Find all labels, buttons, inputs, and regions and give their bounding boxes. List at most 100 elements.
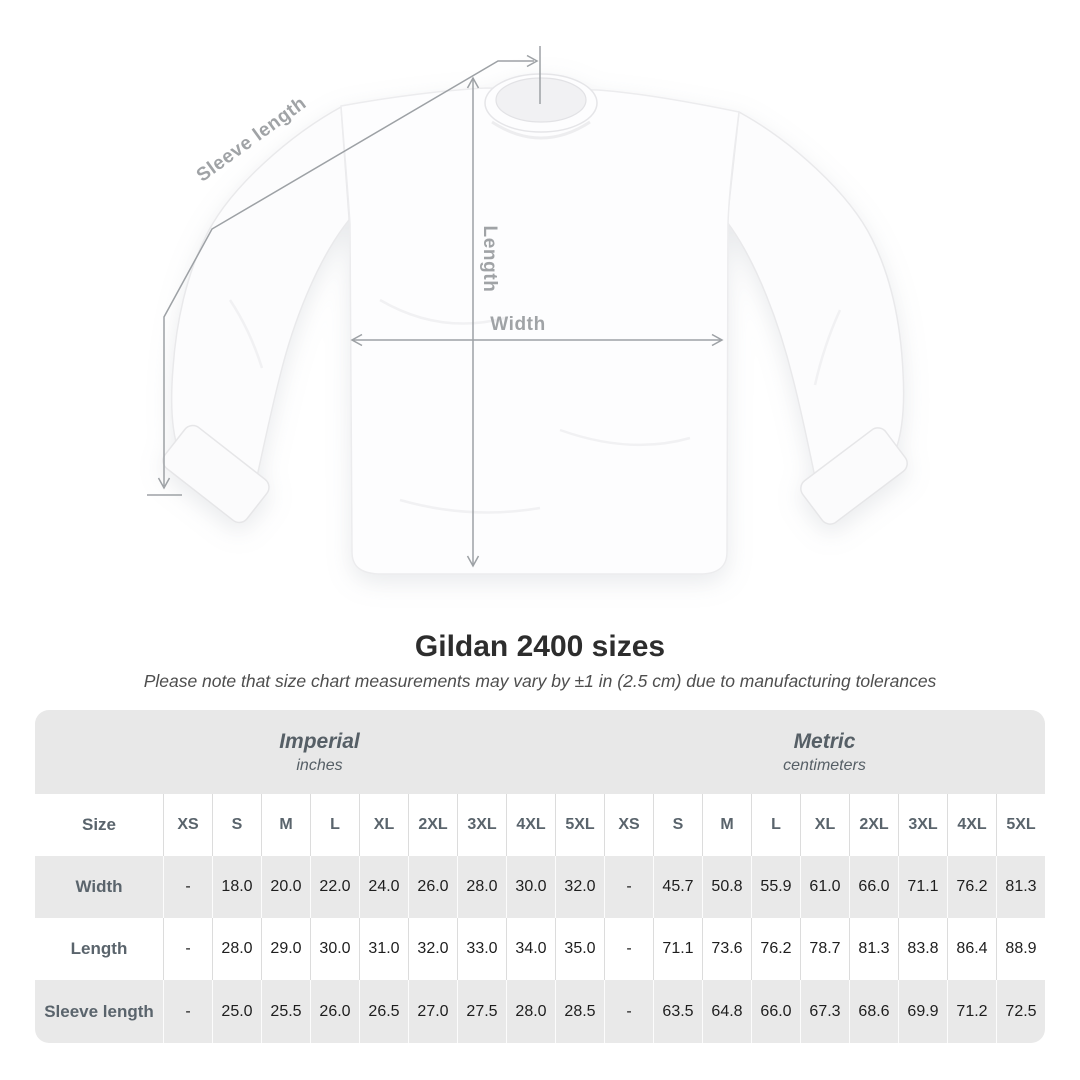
measurement-lines <box>147 46 724 568</box>
size-column-header: Size <box>81 815 117 834</box>
unit-header-row: Imperial inches Metric centimeters <box>35 710 1045 794</box>
sleeve-imperial-5xl: 28.5 <box>555 980 604 1043</box>
length-imperial-xs: - <box>163 918 212 980</box>
sleeve-metric-l: 66.0 <box>751 980 800 1043</box>
page-title: Gildan 2400 sizes <box>414 630 666 663</box>
length-imperial-5xl: 35.0 <box>555 918 604 980</box>
sleeve-metric-s: 63.5 <box>653 980 702 1043</box>
size-header-metric-s: S <box>653 794 702 856</box>
arrowhead-right-icon <box>526 54 539 68</box>
length-metric-3xl: 83.8 <box>898 918 947 980</box>
length-metric-m: 73.6 <box>702 918 751 980</box>
size-header-metric-3xl: 3XL <box>898 794 947 856</box>
size-header-metric-xs: XS <box>604 794 653 856</box>
sleeve-imperial-l: 26.0 <box>310 980 359 1043</box>
shirt-diagram: Sleeve length Length Width <box>147 46 908 575</box>
width-imperial-l: 22.0 <box>310 856 359 918</box>
length-imperial-xl: 31.0 <box>359 918 408 980</box>
width-imperial-xl: 24.0 <box>359 856 408 918</box>
caption: Gildan 2400 sizes Please note that size … <box>0 630 1080 692</box>
sleeve-metric-m: 64.8 <box>702 980 751 1043</box>
width-imperial-3xl: 28.0 <box>457 856 506 918</box>
sleeve-metric-xl: 67.3 <box>800 980 849 1043</box>
centimeters-label: centimeters <box>783 756 866 774</box>
length-metric-s: 71.1 <box>653 918 702 980</box>
length-metric-xs: - <box>604 918 653 980</box>
size-header-metric-2xl: 2XL <box>849 794 898 856</box>
long-sleeve-shirt <box>162 73 908 575</box>
sleeve-metric-4xl: 71.2 <box>947 980 996 1043</box>
length-row: Length - 28.0 29.0 30.0 31.0 32.0 33.0 3… <box>35 918 1045 980</box>
sleeve-metric-5xl: 72.5 <box>996 980 1045 1043</box>
width-imperial-xs: - <box>163 856 212 918</box>
size-header-metric-4xl: 4XL <box>947 794 996 856</box>
size-chart-table: Imperial inches Metric centimeters Size … <box>35 710 1045 1043</box>
arrowhead-down-icon <box>466 555 480 568</box>
width-metric-5xl: 81.3 <box>996 856 1045 918</box>
length-imperial-m: 29.0 <box>261 918 310 980</box>
arrowhead-up-icon <box>466 76 480 89</box>
arrowhead-left-icon <box>350 333 363 347</box>
width-metric-xs: - <box>604 856 653 918</box>
length-imperial-s: 28.0 <box>212 918 261 980</box>
row-label-width: Width <box>75 877 123 896</box>
right-sleeve <box>726 110 905 494</box>
length-metric-l: 76.2 <box>751 918 800 980</box>
size-header-imperial-2xl: 2XL <box>408 794 457 856</box>
arrowhead-down-icon <box>157 477 171 490</box>
width-metric-m: 50.8 <box>702 856 751 918</box>
right-cuff <box>800 427 908 525</box>
collar-shadow <box>491 120 591 140</box>
width-metric-2xl: 66.0 <box>849 856 898 918</box>
width-imperial-5xl: 32.0 <box>555 856 604 918</box>
tolerance-note: Please note that size chart measurements… <box>143 671 937 691</box>
length-label: Length <box>479 225 500 293</box>
arrowhead-right-icon <box>711 333 724 347</box>
sleeve-imperial-s: 25.0 <box>212 980 261 1043</box>
size-header-metric-xl: XL <box>800 794 849 856</box>
left-cuff <box>162 424 270 524</box>
width-imperial-2xl: 26.0 <box>408 856 457 918</box>
sleeve-imperial-xs: - <box>163 980 212 1043</box>
imperial-section-header: Imperial inches <box>35 710 604 794</box>
row-label-sleeve-length: Sleeve length <box>44 1001 154 1021</box>
sleeve-metric-xs: - <box>604 980 653 1043</box>
width-imperial-m: 20.0 <box>261 856 310 918</box>
sleeve-imperial-m: 25.5 <box>261 980 310 1043</box>
length-imperial-2xl: 32.0 <box>408 918 457 980</box>
fabric-wrinkles <box>228 298 842 514</box>
collar-neck-opening <box>495 77 587 123</box>
size-header-imperial-3xl: 3XL <box>457 794 506 856</box>
size-header-imperial-5xl: 5XL <box>555 794 604 856</box>
size-header-metric-l: L <box>751 794 800 856</box>
size-header-metric-m: M <box>702 794 751 856</box>
width-metric-4xl: 76.2 <box>947 856 996 918</box>
length-metric-5xl: 88.9 <box>996 918 1045 980</box>
size-header-imperial-xl: XL <box>359 794 408 856</box>
sleeve-length-row: Sleeve length - 25.0 25.5 26.0 26.5 27.0… <box>35 980 1045 1043</box>
length-imperial-4xl: 34.0 <box>506 918 555 980</box>
sleeve-imperial-3xl: 27.5 <box>457 980 506 1043</box>
length-metric-2xl: 81.3 <box>849 918 898 980</box>
sleeve-metric-3xl: 69.9 <box>898 980 947 1043</box>
length-metric-4xl: 86.4 <box>947 918 996 980</box>
length-imperial-3xl: 33.0 <box>457 918 506 980</box>
metric-section-header: Metric centimeters <box>604 710 1045 794</box>
width-imperial-4xl: 30.0 <box>506 856 555 918</box>
size-header-metric-5xl: 5XL <box>996 794 1045 856</box>
shirt-body <box>340 87 740 575</box>
width-metric-s: 45.7 <box>653 856 702 918</box>
width-row: Width - 18.0 20.0 22.0 24.0 26.0 28.0 30… <box>35 856 1045 918</box>
sleeve-imperial-4xl: 28.0 <box>506 980 555 1043</box>
size-header-imperial-4xl: 4XL <box>506 794 555 856</box>
width-metric-3xl: 71.1 <box>898 856 947 918</box>
width-metric-xl: 61.0 <box>800 856 849 918</box>
left-sleeve <box>170 105 350 492</box>
length-metric-xl: 78.7 <box>800 918 849 980</box>
shirt-illustration <box>147 46 908 575</box>
sleeve-imperial-xl: 26.5 <box>359 980 408 1043</box>
sleeve-metric-2xl: 68.6 <box>849 980 898 1043</box>
inches-label: inches <box>296 756 343 774</box>
sleeve-imperial-2xl: 27.0 <box>408 980 457 1043</box>
